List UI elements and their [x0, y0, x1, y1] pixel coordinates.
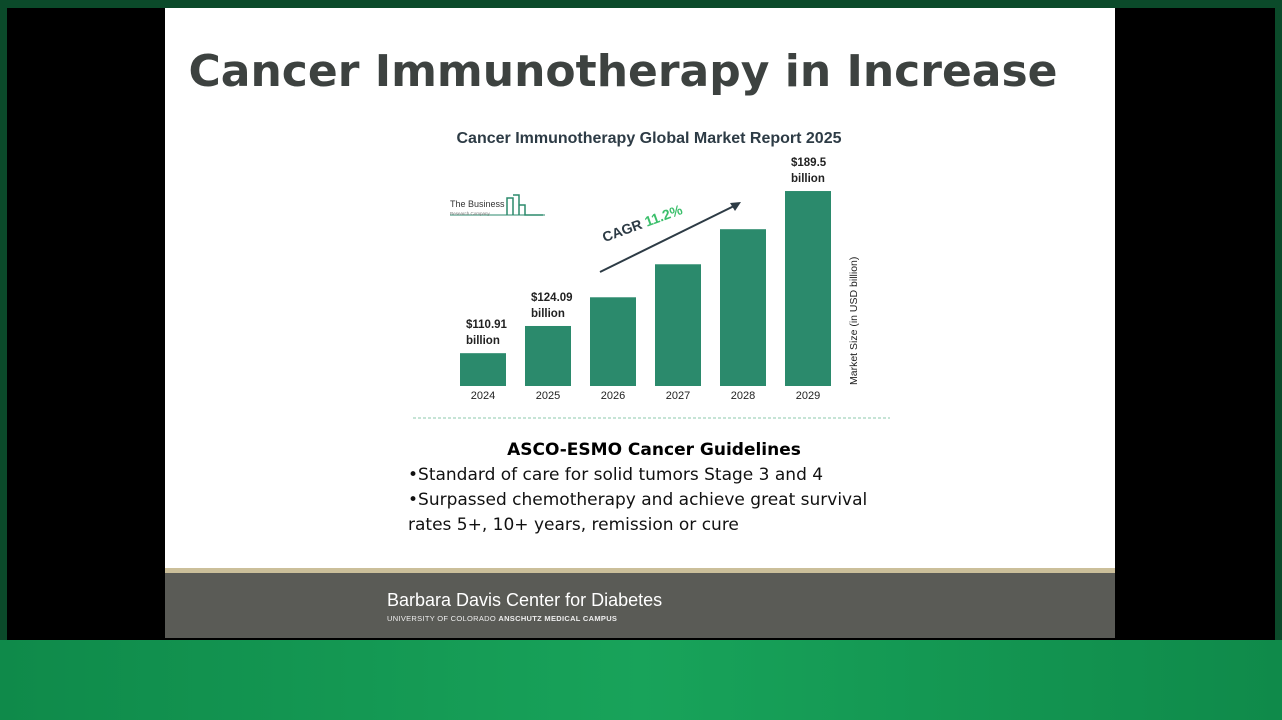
footer	[165, 568, 1115, 638]
bar	[655, 264, 701, 386]
footer-name: Barbara Davis Center for Diabetes	[387, 590, 663, 610]
logo-name: The Business	[450, 199, 505, 209]
x-tick-label: 2027	[666, 390, 690, 402]
x-tick-label: 2028	[731, 390, 755, 402]
footer-university: UNIVERSITY OF COLORADO	[387, 614, 496, 623]
bar	[590, 297, 636, 386]
slide-title: Cancer Immunotherapy in Increase	[188, 46, 1058, 97]
bar	[525, 325, 571, 386]
value-label: $189.5 billion	[791, 157, 827, 186]
footer-sub: UNIVERSITY OF COLORADO ANSCHUTZ MEDICAL …	[387, 614, 617, 623]
chart-title: Cancer Immunotherapy Global Market Repor…	[456, 130, 842, 147]
x-tick-label: 2024	[471, 390, 495, 402]
source-logo: The Business Research Company	[450, 200, 505, 218]
x-tick-label: 2029	[796, 390, 820, 402]
logo-sub: Research Company	[450, 211, 490, 216]
footer-campus: ANSCHUTZ MEDICAL CAMPUS	[498, 614, 618, 623]
y-axis-label: Market Size (in USD billion)	[848, 256, 860, 385]
value-label: $110.91 billion	[466, 319, 507, 348]
background	[0, 640, 1282, 720]
bar	[460, 353, 506, 386]
bar	[785, 191, 831, 386]
bullet: •Surpassed chemotherapy and achieve grea…	[408, 490, 868, 535]
x-tick-label: 2026	[601, 390, 625, 402]
bar	[720, 229, 766, 386]
guidelines-heading: ASCO-ESMO Cancer Guidelines	[507, 440, 801, 460]
bullet: •Standard of care for solid tumors Stage…	[408, 465, 824, 485]
value-label: $124.09 billion	[531, 291, 573, 320]
logo-icon	[450, 194, 545, 216]
slide	[165, 8, 1115, 568]
cagr-arrow	[599, 202, 741, 273]
x-tick-label: 2025	[536, 390, 560, 402]
